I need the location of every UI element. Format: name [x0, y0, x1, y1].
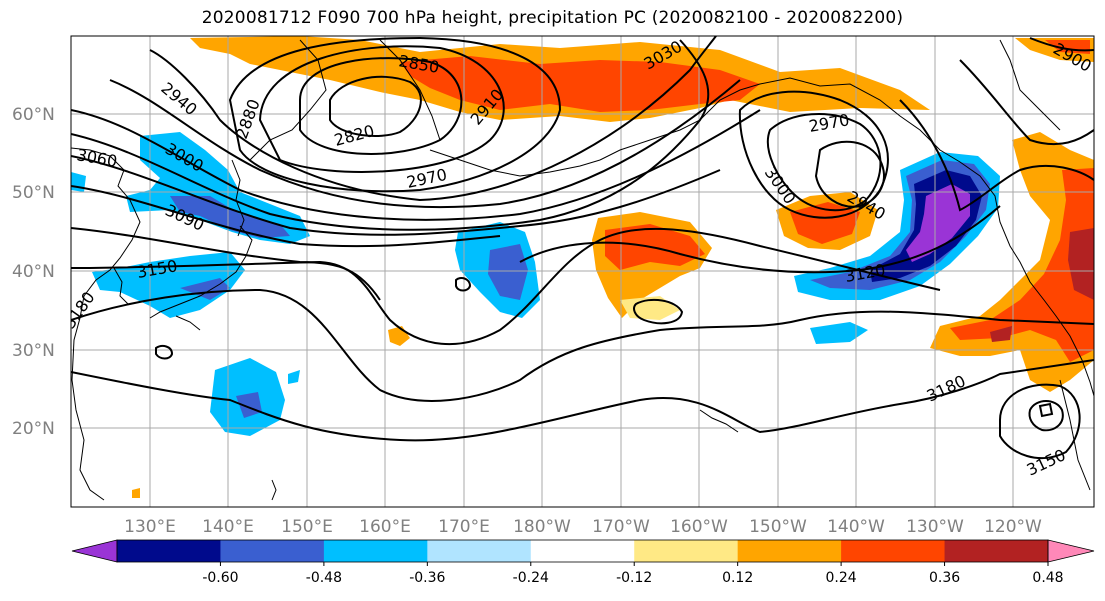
colorbar-segment [530, 540, 635, 562]
colorbar-segment [634, 540, 739, 562]
coast-korea [113, 267, 129, 305]
lon-label: 150°E [281, 517, 333, 537]
coast-japan-south [175, 315, 201, 331]
coast-islands-1 [271, 479, 277, 501]
coast-asia-east [71, 147, 141, 501]
precip-negative-small-patch [288, 370, 300, 384]
colorbar-tick-label: -0.48 [306, 570, 342, 586]
coast-bering [379, 39, 441, 141]
lat-label: 60°N [12, 105, 55, 125]
lon-label: 180°W [513, 517, 571, 537]
contour-2970-east [766, 113, 882, 212]
height-contours [71, 36, 1094, 460]
lat-label: 40°N [12, 262, 55, 282]
lon-label: 160°W [670, 517, 728, 537]
colorbar-segment [323, 540, 428, 562]
contour-3150-east-core [1038, 402, 1054, 418]
precip-negative-korea [92, 252, 245, 318]
contour-3060 [71, 155, 721, 236]
contour-2910 [228, 36, 562, 193]
colorbar-tick-label: -0.24 [513, 570, 549, 586]
lat-label: 50°N [12, 183, 55, 203]
contour-3150-west [71, 227, 941, 346]
contour-2940-west [149, 36, 717, 202]
contour-east-curve [899, 99, 1094, 212]
contour-2970-west [109, 79, 741, 209]
colorbar: -0.60 -0.48 -0.36 -0.24 -0.12 0.12 0.24 0.36 0.4… [71, 539, 1095, 586]
colorbar-tick-label: 0.36 [929, 570, 960, 586]
colorbar-extend-low [71, 539, 118, 563]
colorbar-segment [737, 540, 842, 562]
colorbar-tick-label: -0.60 [202, 570, 238, 586]
lon-label: 120°W [984, 517, 1042, 537]
precip-positive-alaska-gulf-core [790, 202, 860, 244]
precip-positive-na-west-core [950, 168, 1094, 362]
contour-3090 [71, 185, 501, 248]
colorbar-tick-label: 0.24 [826, 570, 857, 586]
lon-label: 160°E [359, 517, 411, 537]
contour-3120-east [519, 205, 1001, 274]
colorbar-extend-high [1047, 539, 1095, 563]
precip-positive-north-core [400, 56, 760, 112]
contour-2850-low [299, 57, 463, 155]
precip-negative-korea-core [180, 278, 230, 300]
contour-3120-west [71, 227, 381, 301]
lon-label: 170°E [438, 517, 490, 537]
map-frame [70, 35, 1095, 508]
contour-south-3180 [71, 359, 1094, 442]
coast-aleutians [429, 149, 601, 177]
colorbar-tick-label: -0.12 [616, 570, 652, 586]
lon-label: 130°W [906, 517, 964, 537]
contour-3150-east-outer [999, 383, 1081, 460]
coast-hawaii [699, 409, 739, 433]
map-title: 2020081712 F090 700 hPa height, precipit… [201, 8, 904, 28]
latitude-labels: 60°N 50°N 40°N 30°N 20°N [12, 105, 55, 439]
precip-positive-tiny [132, 488, 140, 498]
lon-label: 140°E [202, 517, 254, 537]
graticule [71, 36, 1094, 507]
precip-negative-central-core [488, 244, 528, 300]
precip-negative-mid [810, 322, 868, 344]
contour-2900-ne [1029, 37, 1094, 52]
colorbar-border [116, 539, 1049, 563]
contour-3150-east-inner [1028, 400, 1064, 432]
precip-negative-japan [126, 132, 310, 244]
contour-small-loop-2 [633, 298, 684, 325]
colorbar-tick-label: -0.36 [409, 570, 445, 586]
colorbar-segment [841, 540, 946, 562]
lat-label: 20°N [12, 419, 55, 439]
colorbar-segment [427, 540, 532, 562]
colorbar-tick-label: 0.48 [1032, 570, 1063, 586]
colorbar-tick-label: 0.12 [722, 570, 753, 586]
coast-bc [999, 39, 1061, 131]
colorbar-segment [117, 540, 221, 562]
contour-3030 [71, 39, 710, 231]
lon-label: 170°W [592, 517, 650, 537]
contour-3180-west [71, 288, 1094, 402]
precip-negative-japan-core [170, 196, 290, 238]
longitude-labels: 130°E 140°E 150°E 160°E 170°E 180°W 170°… [124, 517, 1042, 537]
precip-positive-na-west-darkred [1068, 228, 1094, 300]
lon-label: 150°W [749, 517, 807, 537]
coast-japan [149, 225, 253, 319]
lon-label: 130°E [124, 517, 176, 537]
colorbar-segment [220, 540, 325, 562]
precip-negative-subtropic-core [236, 392, 262, 418]
contour-2820-low [329, 75, 422, 137]
lon-label: 140°W [827, 517, 885, 537]
contour-2880 [258, 45, 505, 173]
colorbar-segment [944, 540, 1049, 562]
contour-2940-east [814, 140, 885, 208]
contour-small-loop-1 [455, 277, 472, 292]
precip-negative-ne-pacific-purple [906, 184, 970, 262]
coastlines [71, 39, 1094, 501]
contour-small-loop-3 [155, 345, 174, 360]
lat-label: 30°N [12, 341, 55, 361]
contour-east-curve-2 [959, 59, 1094, 146]
precip-positive-na-darkred-small [990, 326, 1012, 342]
